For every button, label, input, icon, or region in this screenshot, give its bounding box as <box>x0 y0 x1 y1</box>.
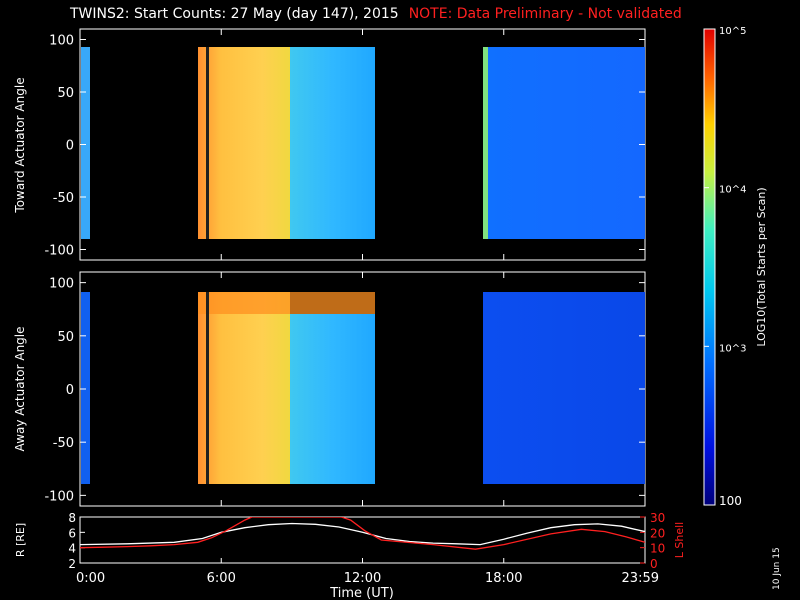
colorbar-tick-label: 10^3 <box>719 343 746 354</box>
away-ytick-label: 50 <box>57 330 74 345</box>
away-segment-middle-cool <box>290 314 375 484</box>
away-segment-late <box>483 292 645 484</box>
panel3-frame <box>79 516 646 564</box>
colorbar <box>703 28 716 506</box>
ephemeris-lines <box>80 517 645 550</box>
away-segment-middle-warm <box>198 292 290 484</box>
r-ytick-label: 6 <box>68 526 76 540</box>
colorbar-tick-label: 10^4 <box>719 185 746 196</box>
x-tick-label: 12:00 <box>344 571 381 586</box>
x-tick-label: 6:00 <box>207 571 236 586</box>
x-axis-label: Time (UT) <box>329 586 394 600</box>
toward-ytick-label: 100 <box>49 34 74 49</box>
x-tick-label: 18:00 <box>485 571 522 586</box>
r-series-line <box>80 522 645 546</box>
title-text: TWINS2: Start Counts: 27 May (day 147), … <box>70 6 399 22</box>
toward-ytick-label: 50 <box>57 86 74 101</box>
r-ytick-label: 2 <box>68 557 76 571</box>
r-ytick-label: 4 <box>68 542 76 556</box>
toward-segment-early <box>81 47 90 239</box>
generation-date: 10 Jun 15 <box>772 547 782 590</box>
r-ylabel: R [RE] <box>14 523 27 557</box>
lshell-ytick-label: 30 <box>650 511 665 525</box>
toward-axes: 100 50 0 -50 -100 <box>44 29 646 260</box>
r-ytick-label: 8 <box>68 511 76 525</box>
preliminary-note: NOTE: Data Preliminary - Not validated <box>408 6 682 22</box>
colorbar-tick-label: 10^5 <box>719 26 746 37</box>
toward-dark-stripe <box>206 47 209 239</box>
lshell-ylabel: L Shell <box>673 522 686 558</box>
toward-heatmap <box>81 47 645 239</box>
colorbar-label: LOG10(Total Starts per Scan) <box>755 187 768 346</box>
lshell-ytick-label: 10 <box>650 542 665 556</box>
away-ytick-label: -50 <box>53 436 74 451</box>
colorbar-ticks: 100 10^3 10^4 10^5 <box>704 26 746 508</box>
away-ytick-label: -100 <box>44 489 74 504</box>
away-dark-stripe <box>206 292 209 484</box>
toward-segment-late <box>483 47 645 239</box>
away-ylabel: Away Actuator Angle <box>13 326 27 451</box>
toward-ylabel: Toward Actuator Angle <box>13 77 27 213</box>
away-heatmap <box>81 292 645 484</box>
lshell-series-line <box>80 517 645 550</box>
away-ytick-label: 0 <box>66 383 74 398</box>
away-segment-early <box>81 292 90 484</box>
chart-title: TWINS2: Start Counts: 27 May (day 147), … <box>70 6 682 22</box>
lshell-ytick-label: 0 <box>650 557 658 571</box>
toward-ytick-label: 0 <box>66 139 74 154</box>
x-tick-label: 0:00 <box>76 571 105 586</box>
x-tick-label: 23:59 <box>622 571 659 586</box>
away-hot-band <box>198 292 375 314</box>
away-ytick-label: 100 <box>49 277 74 292</box>
colorbar-tick-label: 100 <box>719 494 742 508</box>
toward-segment-middle-cool <box>290 47 375 239</box>
toward-segment-middle-warm <box>198 47 290 239</box>
lshell-ytick-label: 20 <box>650 526 665 540</box>
away-axes: 100 50 0 -50 -100 <box>44 272 646 506</box>
toward-edge-stripe <box>483 47 488 239</box>
toward-ytick-label: -50 <box>53 191 74 206</box>
toward-ytick-label: -100 <box>44 244 74 259</box>
